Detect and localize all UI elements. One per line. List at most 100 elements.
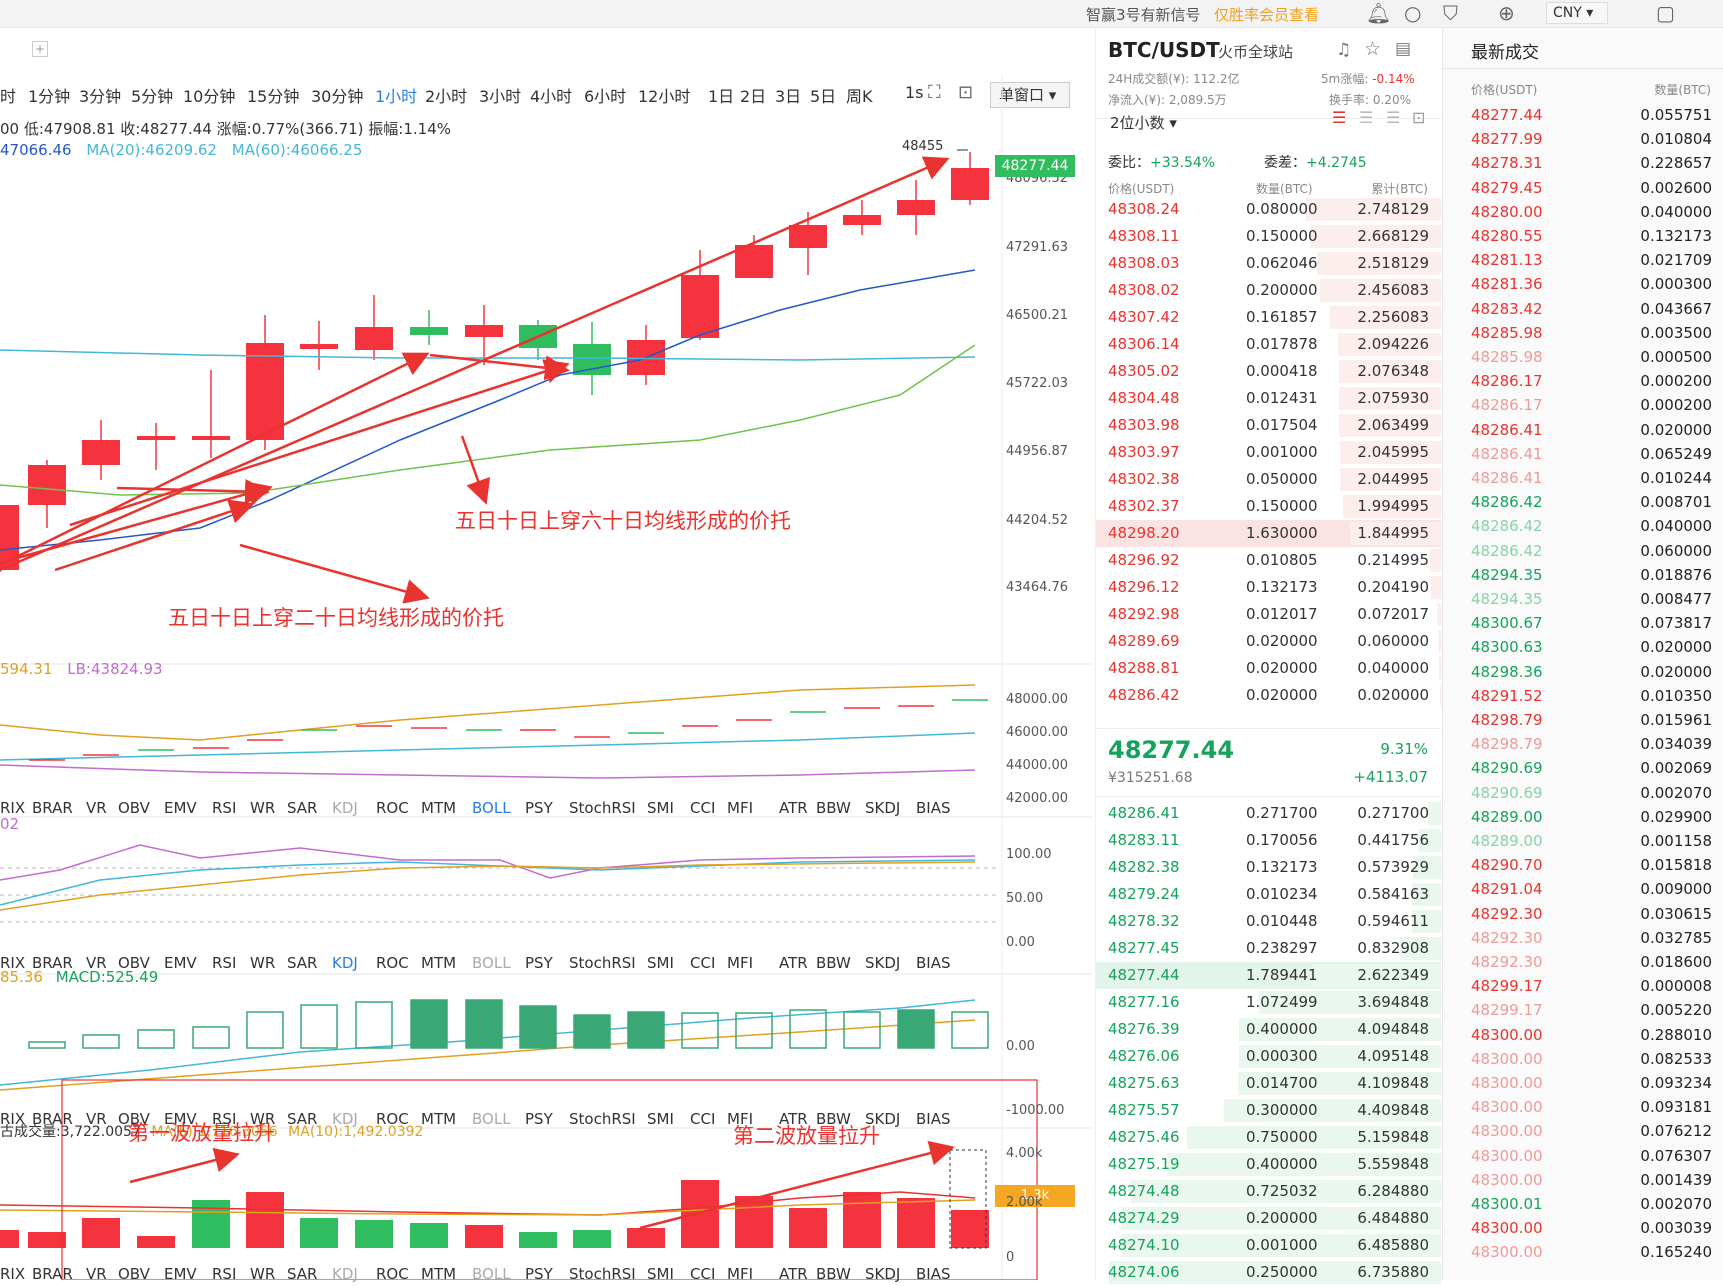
indicator-tab-obv[interactable]: OBV xyxy=(118,1265,150,1283)
orderbook-bid-row[interactable]: 48276.39 0.400000 4.094848 xyxy=(1096,1016,1441,1043)
orderbook-ask-row[interactable]: 48308.02 0.200000 2.456083 xyxy=(1096,277,1441,304)
orderbook-bid-row[interactable]: 48274.06 0.250000 6.735880 xyxy=(1096,1259,1441,1286)
orderbook-bid-row[interactable]: 48274.29 0.200000 6.484880 xyxy=(1096,1205,1441,1232)
indicator-tab-wr[interactable]: WR xyxy=(250,1265,276,1283)
orderbook-ask-row[interactable]: 48306.14 0.017878 2.094226 xyxy=(1096,331,1441,358)
timeframe-4[interactable]: 10分钟 xyxy=(183,87,236,106)
indicator-tab-cci[interactable]: CCI xyxy=(690,799,716,817)
orderbook-ask-row[interactable]: 48307.42 0.161857 2.256083 xyxy=(1096,304,1441,331)
indicator-tab-bbw[interactable]: BBW xyxy=(816,1265,851,1283)
indicator-tab-stochrsi[interactable]: StochRSI xyxy=(569,954,636,972)
indicator-tab-sar[interactable]: SAR xyxy=(287,799,318,817)
indicator-tab-mfi[interactable]: MFI xyxy=(727,1265,753,1283)
orderbook-ask-row[interactable]: 48296.12 0.132173 0.204190 xyxy=(1096,574,1441,601)
indicator-tab-wr[interactable]: WR xyxy=(250,799,276,817)
orderbook-ask-row[interactable]: 48302.37 0.150000 1.994995 xyxy=(1096,493,1441,520)
indicator-tab-skdj[interactable]: SKDJ xyxy=(865,1265,901,1283)
indicator-tab-cci[interactable]: CCI xyxy=(690,954,716,972)
timeframe-10[interactable]: 4小时 xyxy=(530,87,573,106)
timeframe-14[interactable]: 2日 xyxy=(740,87,767,106)
indicator-tab-vr[interactable]: VR xyxy=(86,799,107,817)
indicator-tab-smi[interactable]: SMI xyxy=(647,1110,674,1128)
timeframe-7[interactable]: 1小时 xyxy=(375,87,418,106)
indicator-tab-cci[interactable]: CCI xyxy=(690,1265,716,1283)
indicator-tab-rsi[interactable]: RSI xyxy=(212,1110,237,1128)
timeframe-16[interactable]: 5日 xyxy=(810,87,837,106)
indicator-tab-rsi[interactable]: RSI xyxy=(212,799,237,817)
orderbook-bid-row[interactable]: 48275.63 0.014700 4.109848 xyxy=(1096,1070,1441,1097)
orderbook-bid-row[interactable]: 48279.24 0.010234 0.584163 xyxy=(1096,881,1441,908)
timeframe-11[interactable]: 6小时 xyxy=(584,87,627,106)
timeframe-15[interactable]: 3日 xyxy=(775,87,802,106)
chart-area[interactable]: + 时 1分钟 3分钟 5分钟 10分钟 15分钟 30分钟 1小时 2小时 3小时 4小时 6小时 1… xyxy=(0,28,1092,1280)
indicator-tab-obv[interactable]: OBV xyxy=(118,954,150,972)
indicator-tab-brar[interactable]: BRAR xyxy=(32,1265,73,1283)
orderbook-bid-row[interactable]: 48275.46 0.750000 5.159848 xyxy=(1096,1124,1441,1151)
indicator-tab-kdj[interactable]: KDJ xyxy=(332,1265,358,1283)
orderbook-ask-row[interactable]: 48292.98 0.012017 0.072017 xyxy=(1096,601,1441,628)
indicator-tab-roc[interactable]: ROC xyxy=(376,1110,409,1128)
window-mode-select[interactable]: 单窗口 ▾ xyxy=(990,82,1070,108)
timeframe-5[interactable]: 15分钟 xyxy=(247,87,300,106)
indicator-tab-skdj[interactable]: SKDJ xyxy=(865,799,901,817)
indicator-tab-rsi[interactable]: RSI xyxy=(212,954,237,972)
globe-icon[interactable]: ⊕ xyxy=(1498,1,1515,25)
star-icon[interactable]: ☆ xyxy=(1364,38,1382,60)
indicator-tab-atr[interactable]: ATR xyxy=(779,799,808,817)
orderbook-bid-row[interactable]: 48274.10 0.001000 6.485880 xyxy=(1096,1232,1441,1259)
indicator-tab-psy[interactable]: PSY xyxy=(525,1265,553,1283)
indicator-tab-sar[interactable]: SAR xyxy=(287,1110,318,1128)
indicator-tab-emv[interactable]: EMV xyxy=(164,799,197,817)
both-sides-icon[interactable]: ☰ xyxy=(1332,108,1347,127)
timeframe-2[interactable]: 3分钟 xyxy=(79,87,122,106)
timeframe-17[interactable]: 周K xyxy=(846,87,873,106)
indicator-tab-boll[interactable]: BOLL xyxy=(472,1265,511,1283)
signal-member-link[interactable]: 仅胜率会员查看 xyxy=(1214,6,1320,24)
orderbook-ask-row[interactable]: 48288.81 0.020000 0.040000 xyxy=(1096,655,1441,682)
search-icon[interactable]: ○ xyxy=(1404,1,1422,25)
indicator-tab-mfi[interactable]: MFI xyxy=(727,954,753,972)
indicator-tab-roc[interactable]: ROC xyxy=(376,1265,409,1283)
indicator-tab-mfi[interactable]: MFI xyxy=(727,1110,753,1128)
add-icon[interactable]: + xyxy=(32,41,48,57)
indicator-tab-sar[interactable]: SAR xyxy=(287,954,318,972)
indicator-tab-smi[interactable]: SMI xyxy=(647,954,674,972)
timeframe-12[interactable]: 12小时 xyxy=(638,87,691,106)
orderbook-ask-row[interactable]: 48303.97 0.001000 2.045995 xyxy=(1096,439,1441,466)
orderbook-bid-row[interactable]: 48278.32 0.010448 0.594611 xyxy=(1096,908,1441,935)
indicator-tab-emv[interactable]: EMV xyxy=(164,1265,197,1283)
indicator-tab-vr[interactable]: VR xyxy=(86,1265,107,1283)
indicator-tab-stochrsi[interactable]: StochRSI xyxy=(569,1265,636,1283)
indicator-tab-brar[interactable]: BRAR xyxy=(32,1110,73,1128)
indicator-tab-roc[interactable]: ROC xyxy=(376,799,409,817)
indicator-tab-cci[interactable]: CCI xyxy=(690,1110,716,1128)
orderbook-bid-row[interactable]: 48275.57 0.300000 4.409848 xyxy=(1096,1097,1441,1124)
bell-icon[interactable]: ♫ xyxy=(1336,40,1352,60)
indicator-tab-wr[interactable]: WR xyxy=(250,1110,276,1128)
indicator-tab-mtm[interactable]: MTM xyxy=(421,799,457,817)
timeframe-9[interactable]: 3小时 xyxy=(479,87,522,106)
indicator-tab-boll[interactable]: BOLL xyxy=(472,799,511,817)
timeframe-8[interactable]: 2小时 xyxy=(425,87,468,106)
indicator-tab-skdj[interactable]: SKDJ xyxy=(865,954,901,972)
indicator-tab-emv[interactable]: EMV xyxy=(164,954,197,972)
indicator-tab-mfi[interactable]: MFI xyxy=(727,799,753,817)
indicator-tab-brar[interactable]: BRAR xyxy=(32,954,73,972)
indicator-tab-vr[interactable]: VR xyxy=(86,1110,107,1128)
indicator-tab-bias[interactable]: BIAS xyxy=(916,954,951,972)
orderbook-bid-row[interactable]: 48277.45 0.238297 0.832908 xyxy=(1096,935,1441,962)
indicator-tab-rix[interactable]: RIX xyxy=(0,1110,26,1128)
indicator-tab-obv[interactable]: OBV xyxy=(118,1110,150,1128)
indicator-tab-rsi[interactable]: RSI xyxy=(212,1265,237,1283)
asks-only-icon[interactable]: ☰ xyxy=(1386,108,1401,127)
orderbook-bid-row[interactable]: 48276.06 0.000300 4.095148 xyxy=(1096,1043,1441,1070)
indicator-tab-wr[interactable]: WR xyxy=(250,954,276,972)
orderbook-bid-row[interactable]: 48275.19 0.400000 5.559848 xyxy=(1096,1151,1441,1178)
indicator-tab-psy[interactable]: PSY xyxy=(525,1110,553,1128)
timeframe-1[interactable]: 1分钟 xyxy=(28,87,71,106)
orderbook-ask-row[interactable]: 48308.03 0.062046 2.518129 xyxy=(1096,250,1441,277)
indicator-tab-psy[interactable]: PSY xyxy=(525,954,553,972)
currency-select[interactable]: CNY ▾ xyxy=(1546,2,1608,24)
timeframe-13[interactable]: 1日 xyxy=(708,87,735,106)
chart-icon[interactable]: ▤ xyxy=(1395,39,1412,59)
